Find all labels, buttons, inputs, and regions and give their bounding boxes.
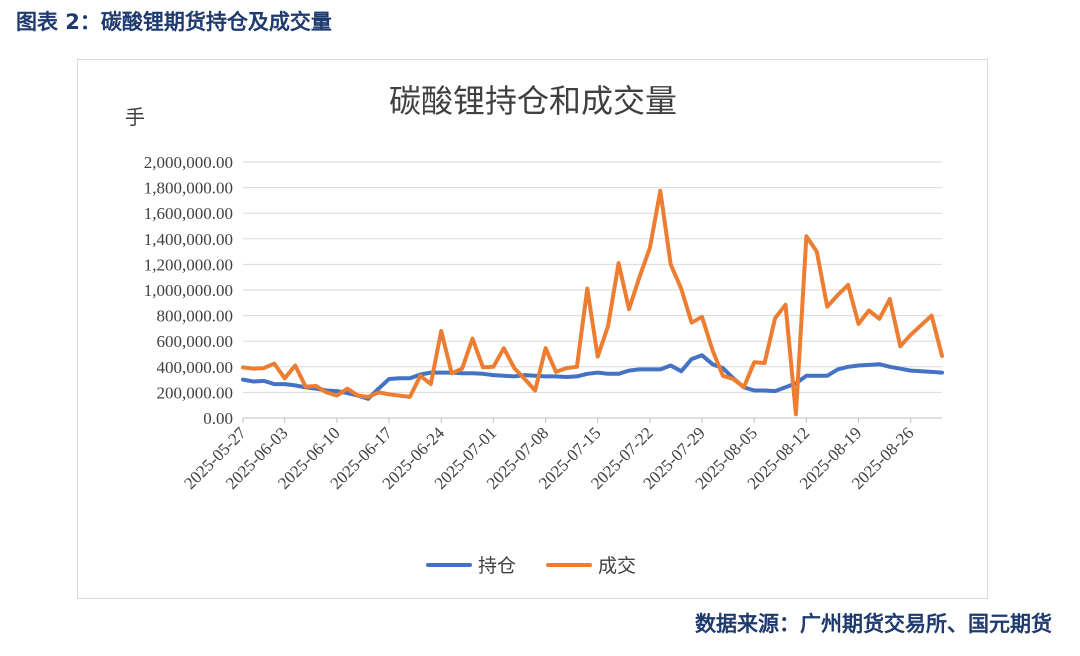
y-tick-label: 400,000.00 bbox=[157, 358, 234, 377]
y-tick-label: 600,000.00 bbox=[157, 332, 234, 351]
series-line-volume bbox=[241, 188, 944, 417]
x-axis-ticks: 2025-05-272025-06-032025-06-102025-06-17… bbox=[180, 418, 918, 493]
legend: 持仓 成交 bbox=[426, 555, 636, 577]
source-note: 数据来源：广州期货交易所、国元期货 bbox=[695, 612, 1052, 636]
chart-title: 碳酸锂持仓和成交量 bbox=[389, 82, 677, 120]
series-lines bbox=[241, 188, 944, 417]
gridlines bbox=[243, 161, 942, 419]
y-tick-label: 200,000.00 bbox=[157, 383, 234, 402]
y-tick-label: 1,800,000.00 bbox=[144, 179, 233, 198]
chart-svg: 碳酸锂持仓和成交量 手 2,000,000.00 1,800,000.00 1,60… bbox=[125, 82, 944, 577]
y-axis-unit-label: 手 bbox=[125, 105, 145, 129]
legend-label: 成交 bbox=[598, 555, 636, 577]
y-axis-ticks: 2,000,000.00 1,800,000.00 1,600,000.00 1,40… bbox=[144, 153, 233, 428]
y-tick-label: 1,400,000.00 bbox=[144, 230, 233, 249]
y-tick-label: 1,200,000.00 bbox=[144, 255, 233, 274]
y-tick-label: 800,000.00 bbox=[157, 307, 234, 326]
chart-frame: 碳酸锂持仓和成交量 手 2,000,000.00 1,800,000.00 1,60… bbox=[77, 59, 988, 599]
figure-title: 图表 2：碳酸锂期货持仓及成交量 bbox=[16, 10, 332, 34]
y-tick-label: 1,600,000.00 bbox=[144, 204, 233, 223]
y-tick-label: 1,000,000.00 bbox=[144, 281, 233, 300]
y-tick-label: 2,000,000.00 bbox=[144, 153, 233, 172]
y-tick-label: 0.00 bbox=[203, 409, 233, 428]
legend-label: 持仓 bbox=[478, 555, 516, 577]
